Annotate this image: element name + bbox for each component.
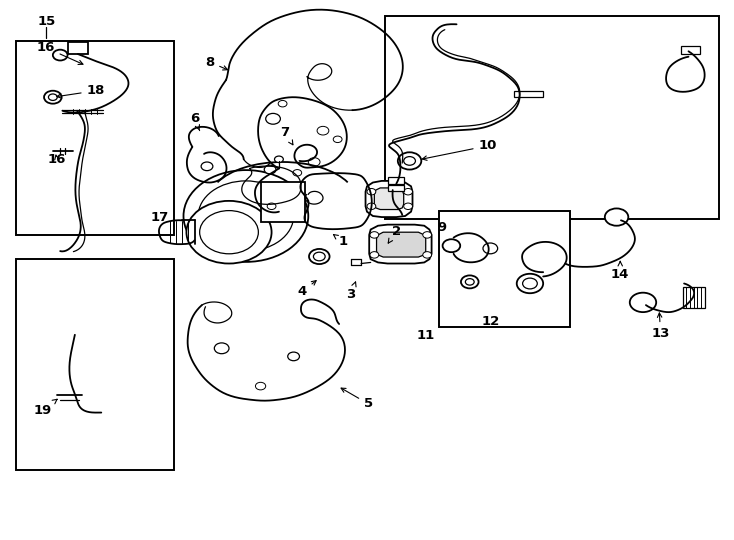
Bar xyxy=(388,177,404,184)
Circle shape xyxy=(266,113,280,124)
Circle shape xyxy=(483,243,498,254)
Text: 13: 13 xyxy=(651,313,670,340)
Bar xyxy=(385,16,719,219)
Circle shape xyxy=(255,382,266,390)
Circle shape xyxy=(404,188,413,195)
Circle shape xyxy=(201,162,213,171)
Circle shape xyxy=(333,136,342,143)
Circle shape xyxy=(404,157,415,165)
Circle shape xyxy=(367,188,376,195)
Circle shape xyxy=(370,232,379,238)
Circle shape xyxy=(404,203,413,210)
Circle shape xyxy=(48,94,57,100)
Text: 9: 9 xyxy=(437,221,446,234)
Text: 15: 15 xyxy=(37,15,55,28)
Text: 2: 2 xyxy=(388,225,401,243)
Circle shape xyxy=(317,126,329,135)
Circle shape xyxy=(264,165,276,174)
Text: 11: 11 xyxy=(417,329,435,342)
Polygon shape xyxy=(369,225,432,264)
Circle shape xyxy=(214,343,229,354)
Circle shape xyxy=(267,203,276,210)
Bar xyxy=(16,40,174,235)
Circle shape xyxy=(370,252,379,258)
Bar xyxy=(388,185,404,191)
Circle shape xyxy=(313,252,325,261)
Bar xyxy=(68,42,88,54)
Bar xyxy=(261,182,305,222)
Circle shape xyxy=(293,170,302,176)
Circle shape xyxy=(198,181,294,251)
Text: 1: 1 xyxy=(333,234,348,248)
Polygon shape xyxy=(366,181,413,217)
Text: 4: 4 xyxy=(298,281,316,298)
Circle shape xyxy=(630,293,656,312)
Polygon shape xyxy=(377,232,426,257)
Text: 18: 18 xyxy=(57,84,105,98)
Circle shape xyxy=(200,211,258,254)
Circle shape xyxy=(278,100,287,107)
Text: 16: 16 xyxy=(36,41,83,64)
Bar xyxy=(683,287,705,308)
Circle shape xyxy=(367,203,376,210)
Bar xyxy=(439,211,570,327)
Circle shape xyxy=(517,274,543,293)
Circle shape xyxy=(523,278,537,289)
Circle shape xyxy=(288,352,299,361)
Polygon shape xyxy=(374,188,404,210)
Text: 12: 12 xyxy=(482,315,499,328)
Text: 10: 10 xyxy=(422,139,497,160)
Bar xyxy=(681,46,700,54)
Text: 8: 8 xyxy=(205,56,228,70)
Text: 3: 3 xyxy=(346,282,356,301)
Text: 5: 5 xyxy=(341,388,373,410)
Text: 14: 14 xyxy=(611,261,630,281)
Circle shape xyxy=(465,279,474,285)
Circle shape xyxy=(443,239,460,252)
Text: 19: 19 xyxy=(34,399,57,417)
Circle shape xyxy=(275,156,283,163)
Circle shape xyxy=(398,152,421,170)
Circle shape xyxy=(53,50,68,60)
Circle shape xyxy=(184,170,308,262)
Circle shape xyxy=(423,232,432,238)
Text: 6: 6 xyxy=(190,112,200,131)
Circle shape xyxy=(44,91,62,104)
Circle shape xyxy=(308,158,320,166)
Text: 7: 7 xyxy=(280,126,293,145)
Bar xyxy=(16,259,174,470)
Circle shape xyxy=(605,208,628,226)
Text: 17: 17 xyxy=(151,211,169,224)
Circle shape xyxy=(309,249,330,264)
Circle shape xyxy=(423,252,432,258)
Bar xyxy=(514,91,543,97)
Circle shape xyxy=(186,201,272,264)
Circle shape xyxy=(461,275,479,288)
Text: 16: 16 xyxy=(48,153,66,166)
